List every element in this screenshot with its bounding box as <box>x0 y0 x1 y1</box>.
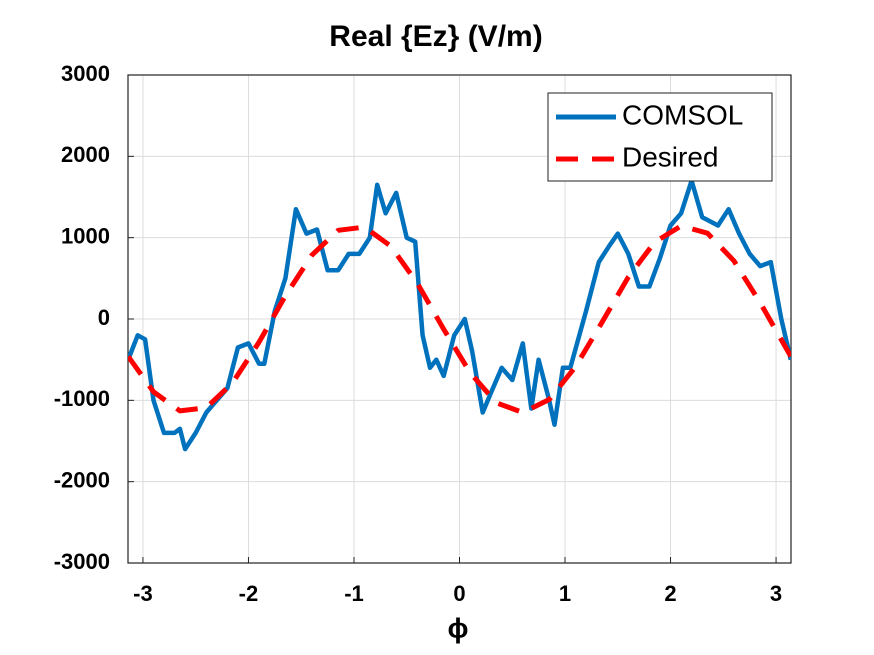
y-tick-label: -3000 <box>54 549 110 574</box>
x-tick-label: 3 <box>770 581 782 606</box>
y-tick-label: 3000 <box>61 61 110 86</box>
y-tick-label: 2000 <box>61 142 110 167</box>
x-axis-label: ϕ <box>448 612 469 643</box>
chart-title: Real {Ez} (V/m) <box>329 20 542 53</box>
x-tick-label: 1 <box>559 581 571 606</box>
x-tick-label: -1 <box>344 581 364 606</box>
y-tick-label: -2000 <box>54 467 110 492</box>
x-tick-label: -2 <box>239 581 259 606</box>
legend-label: COMSOL <box>622 99 743 130</box>
y-tick-label: 1000 <box>61 223 110 248</box>
axes-frame <box>127 74 792 564</box>
legend-box <box>547 92 773 182</box>
y-tick-label: -1000 <box>54 386 110 411</box>
y-tick-label: 0 <box>98 305 110 330</box>
x-tick-label: -3 <box>133 581 153 606</box>
x-tick-label: 2 <box>664 581 676 606</box>
x-tick-label: 0 <box>453 581 465 606</box>
legend-label: Desired <box>622 141 718 172</box>
series-line <box>128 223 791 415</box>
